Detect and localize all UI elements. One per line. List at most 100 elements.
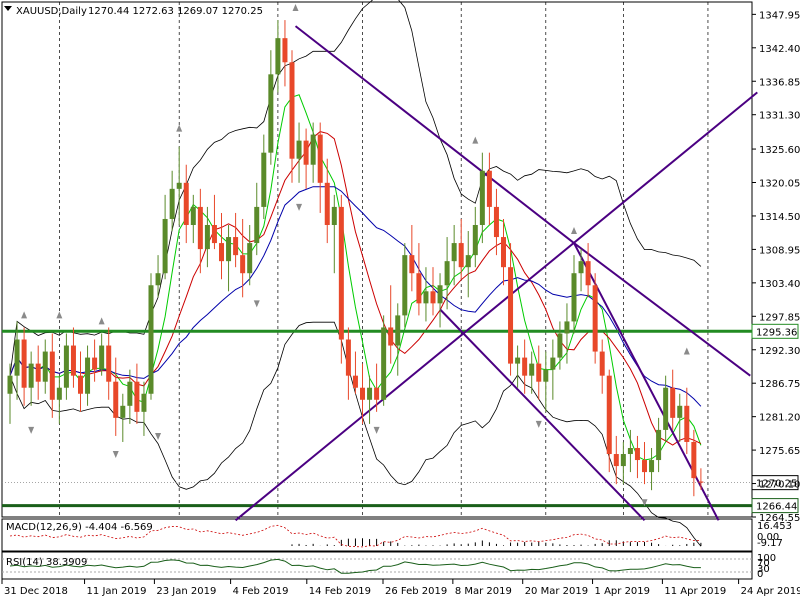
candle-body: [42, 351, 48, 382]
candlesticks: [7, 20, 704, 497]
fractal-down-marker: [28, 426, 35, 434]
price-tick-label: 1275.65: [759, 446, 800, 457]
candle-body: [85, 357, 91, 394]
candle-body: [592, 285, 598, 352]
candle-body: [613, 454, 619, 467]
date-tick-label: 11 Jan 2019: [87, 586, 147, 597]
candle-body: [317, 134, 323, 183]
fractal-down-marker: [112, 451, 119, 459]
candle-body: [381, 327, 387, 400]
price-tick-label: 1264.55: [759, 513, 800, 524]
candle-body: [388, 327, 394, 346]
date-tick-label: 4 Feb 2019: [233, 586, 289, 597]
candle-body: [599, 351, 605, 376]
fractal-up-marker: [56, 311, 63, 319]
date-tick-label: 11 Apr 2019: [664, 586, 726, 597]
candle-body: [352, 375, 358, 388]
candle-body: [296, 140, 302, 159]
candle-body: [162, 218, 168, 274]
candle-body: [677, 405, 683, 418]
candle-body: [557, 333, 563, 358]
price-tick-label: 1331.30: [759, 111, 800, 122]
candle-body: [176, 182, 182, 189]
macd-axis-label: -9.17: [757, 538, 783, 549]
candle-body: [564, 321, 570, 334]
date-tick-label: 26 Feb 2019: [385, 586, 447, 597]
candle-body: [479, 170, 485, 225]
candle-body: [310, 134, 316, 165]
candle-body: [7, 375, 13, 394]
price-tick-label: 1342.40: [759, 44, 800, 55]
candle-body: [522, 357, 528, 376]
current-price-label: 1270.25: [756, 479, 797, 490]
candle-body: [21, 339, 27, 388]
macd-axis-label: 16.453: [757, 521, 792, 532]
candle-body: [486, 170, 492, 207]
fractal-down-marker: [373, 426, 380, 434]
fractal-down-marker: [253, 300, 260, 308]
level-price-tag: [751, 323, 799, 339]
candle-body: [437, 285, 443, 304]
fractal-up-marker: [176, 124, 183, 132]
candle-body: [360, 387, 365, 400]
candle-body: [536, 363, 542, 382]
candle-body: [303, 140, 309, 165]
rsi-line: [9, 558, 701, 574]
candle-body: [63, 345, 69, 388]
candle-body: [627, 447, 633, 455]
trend-line: [294, 25, 575, 244]
candle-body: [634, 447, 640, 461]
candle-body: [28, 363, 34, 388]
candle-body: [458, 243, 464, 268]
candle-body: [529, 363, 535, 376]
trend-line: [439, 308, 646, 522]
candle-body: [578, 261, 584, 274]
candle-body: [501, 237, 506, 268]
price-tick-label: 1336.85: [759, 77, 800, 88]
candle-body: [430, 291, 436, 304]
candle-body: [35, 363, 41, 382]
candle-body: [402, 255, 408, 316]
candle-body: [289, 62, 295, 159]
fractal-down-marker: [641, 499, 648, 507]
macd-axis-label: 0.00: [757, 532, 779, 543]
symbol-dropdown-icon[interactable]: [4, 6, 12, 11]
candle-body: [49, 351, 55, 400]
candle-body: [508, 267, 514, 364]
price-tick-label: 1320.05: [759, 179, 800, 190]
trend-line: [234, 91, 758, 522]
candle-body: [14, 339, 20, 376]
candle-body: [543, 369, 549, 382]
moving-averages: [9, 94, 702, 461]
candle-body: [204, 224, 210, 250]
candle-body: [515, 357, 521, 364]
candle-body: [190, 206, 196, 225]
candle-body: [409, 255, 415, 274]
price-tick-label: 1292.30: [759, 346, 800, 357]
candle-body: [169, 188, 175, 219]
rsi-axis-label: 30: [757, 564, 770, 575]
candle-body: [240, 255, 246, 274]
candle-body: [233, 237, 239, 256]
horizontal-levels: 1295.36 1266.44 1270.25: [2, 323, 799, 514]
symbol-label: XAUUSD,Daily: [16, 6, 87, 17]
ma-fast-line: [9, 94, 702, 461]
trend-line: [573, 242, 751, 377]
fractal-up-marker: [683, 347, 690, 355]
date-tick-label: 20 Mar 2019: [525, 586, 588, 597]
rsi-label: RSI(14) 38.3909: [6, 557, 87, 568]
candle-body: [78, 375, 83, 394]
ma-mid-line: [9, 131, 702, 446]
candle-body: [642, 460, 647, 473]
price-tick-label: 1308.95: [759, 245, 800, 256]
candle-body: [268, 74, 274, 153]
candle-body: [684, 405, 690, 442]
candle-body: [670, 387, 676, 418]
candle-body: [127, 381, 133, 406]
level-price-label: 1295.36: [756, 327, 797, 338]
candle-body: [331, 206, 337, 225]
candle-body: [99, 345, 105, 370]
